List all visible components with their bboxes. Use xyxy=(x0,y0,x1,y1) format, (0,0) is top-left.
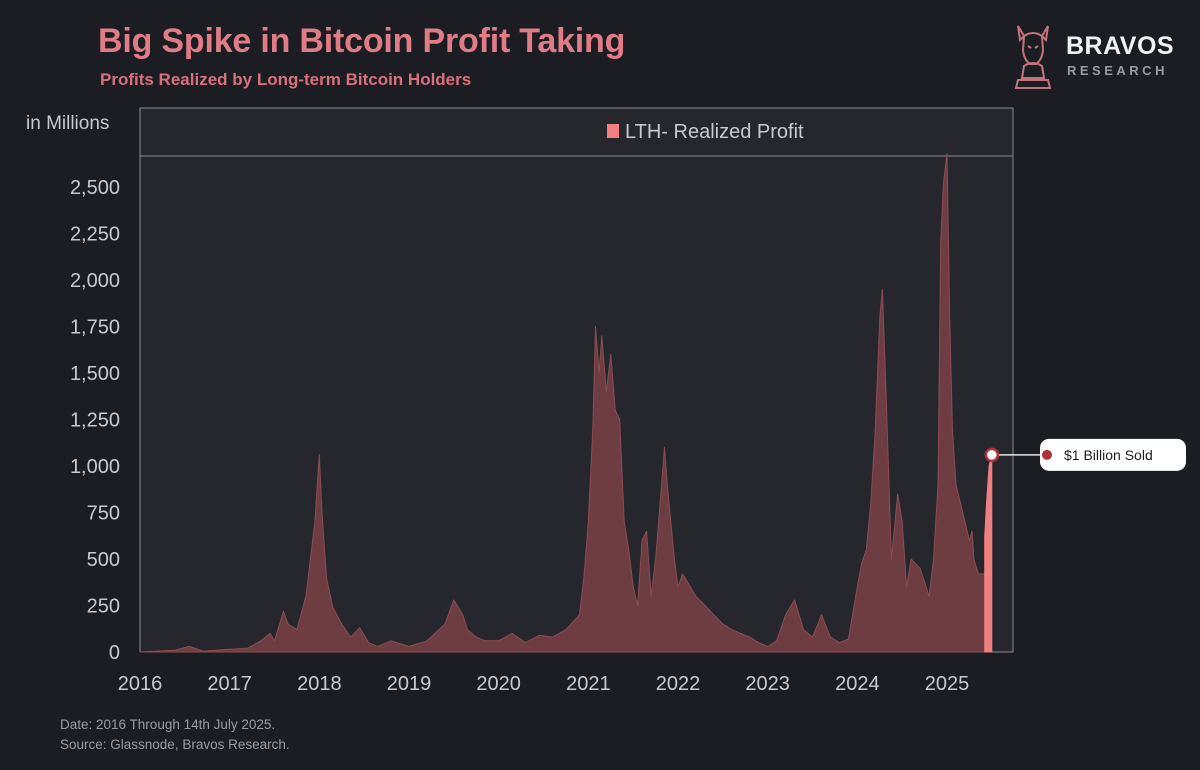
y-tick-label: 2,250 xyxy=(70,224,120,246)
y-tick-label: 1,000 xyxy=(70,456,120,478)
callout-label: $1 Billion Sold xyxy=(1064,447,1153,463)
callout-point xyxy=(984,447,1000,463)
y-tick-label: 500 xyxy=(87,549,120,571)
series-area-highlight xyxy=(984,454,993,653)
chart-title: Big Spike in Bitcoin Profit Taking xyxy=(98,22,626,60)
x-tick-label: 2023 xyxy=(745,673,790,695)
x-tick-label: 2020 xyxy=(476,673,521,695)
x-tick-label: 2024 xyxy=(835,673,880,695)
y-tick-label: 2,500 xyxy=(70,177,120,199)
logo-subtitle: RESEARCH xyxy=(1067,63,1168,78)
series-area-lth-realized-profit xyxy=(139,153,988,653)
legend-label: LTH- Realized Profit xyxy=(625,121,804,143)
y-axis-label: in Millions xyxy=(26,113,110,134)
x-tick-label: 2017 xyxy=(207,673,252,695)
bull-knight-icon xyxy=(1014,25,1052,89)
y-tick-label: 0 xyxy=(109,642,120,664)
x-tick-label: 2021 xyxy=(566,673,611,695)
y-tick-label: 750 xyxy=(87,503,120,525)
x-tick-label: 2022 xyxy=(656,673,701,695)
source-note: Source: Glassnode, Bravos Research. xyxy=(60,737,290,752)
y-tick-label: 1,750 xyxy=(70,317,120,339)
legend-swatch xyxy=(607,124,619,138)
callout-dot xyxy=(1042,449,1052,460)
logo: BRAVOS RESEARCH xyxy=(1010,20,1190,92)
x-tick-label: 2016 xyxy=(118,673,163,695)
logo-name: BRAVOS xyxy=(1066,32,1175,60)
y-tick-label: 250 xyxy=(87,596,120,618)
x-tick-label: 2025 xyxy=(925,673,970,695)
x-tick-label: 2018 xyxy=(297,673,342,695)
date-note: Date: 2016 Through 14th July 2025. xyxy=(60,717,276,732)
y-tick-label: 2,000 xyxy=(70,270,120,292)
y-tick-label: 1,250 xyxy=(70,410,120,432)
x-tick-label: 2019 xyxy=(387,673,432,695)
y-tick-label: 1,500 xyxy=(70,363,120,385)
callout-box xyxy=(1040,438,1186,471)
chart-subtitle: Profits Realized by Long-term Bitcoin Ho… xyxy=(100,70,472,89)
